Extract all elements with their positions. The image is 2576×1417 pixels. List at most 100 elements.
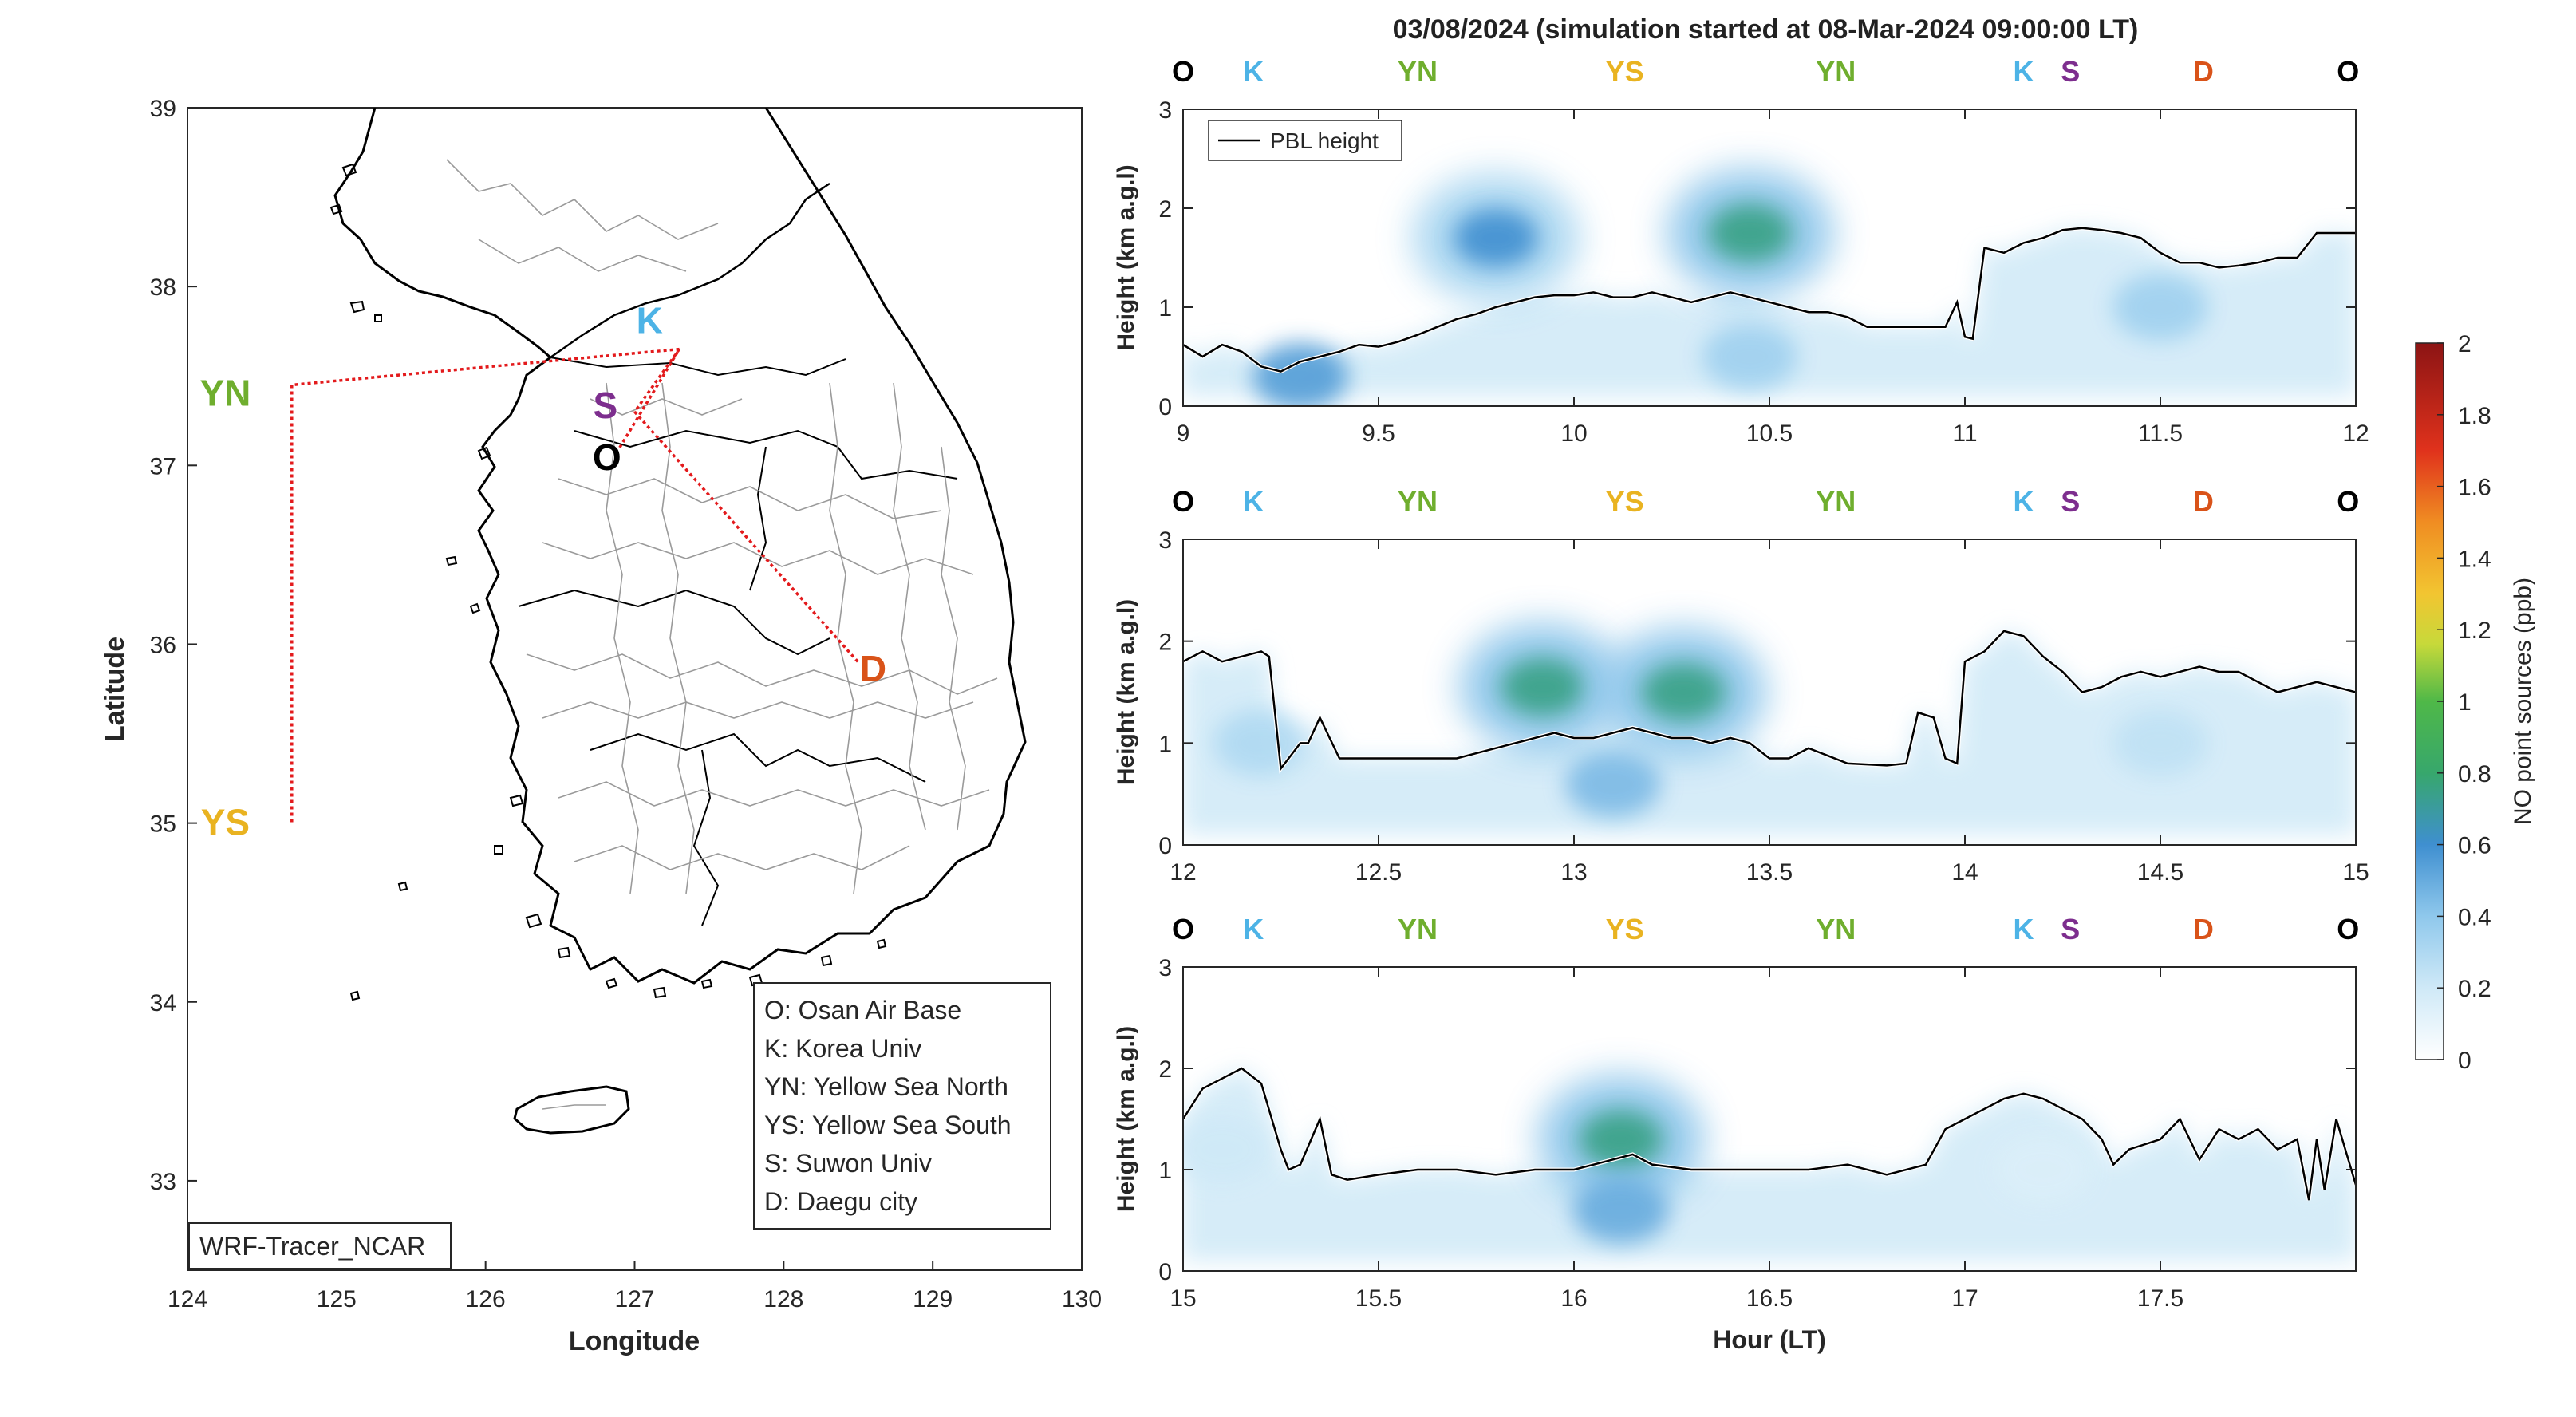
- concentration-plume: [1641, 663, 1726, 721]
- site-marker-ys: YS: [1606, 55, 1644, 88]
- panel-plot-area: [1183, 1066, 2356, 1261]
- peninsula-outline: [333, 108, 1027, 985]
- y-tick-label: 1: [1158, 731, 1172, 757]
- site-marker-k: K: [1243, 485, 1264, 518]
- y-tick-label: 1: [1158, 295, 1172, 322]
- pbl-legend: PBL height: [1208, 120, 1402, 161]
- site-marker-yn: YN: [1398, 913, 1438, 945]
- site-marker-o: O: [1172, 913, 1194, 945]
- map-xtick-label: 128: [763, 1286, 803, 1312]
- map-xtick-label: 129: [913, 1286, 953, 1312]
- boundary-layer-concentration: [1183, 630, 2356, 835]
- x-axis-label: Hour (LT): [1713, 1325, 1826, 1354]
- y-tick-label: 3: [1158, 955, 1172, 981]
- site-marker-k: K: [1243, 55, 1264, 88]
- y-tick-label: 0: [1158, 394, 1172, 420]
- map-ytick-label: 38: [150, 274, 176, 301]
- y-tick-label: 1: [1158, 1158, 1172, 1184]
- map-ticks: 124 125 126 127 128 129 130 33 34 35 36 37 38 39: [150, 96, 1102, 1312]
- site-marker-d: D: [2193, 913, 2214, 945]
- x-tick-label: 10.5: [1746, 420, 1793, 447]
- concentration-plume: [1213, 709, 1309, 777]
- site-marker-o: O: [2337, 55, 2359, 88]
- x-tick-label: 16.5: [1746, 1285, 1793, 1312]
- pbl-legend-label: PBL height: [1270, 128, 1379, 153]
- concentration-plume: [1565, 750, 1661, 818]
- site-marker-ys: YS: [1606, 485, 1644, 518]
- colorbar-tick-label: 1.2: [2458, 618, 2491, 644]
- panel-plot-area: [1183, 168, 2356, 406]
- panel-3: 15 15.5 16 16.5 17 17.5 0 1 2 3 Height (km a.g.l) O…: [1113, 913, 2359, 1312]
- legend-entry: K: Korea Univ: [764, 1034, 921, 1063]
- x-tick-label: 15.5: [1355, 1285, 1402, 1312]
- map-xtick-label: 125: [317, 1286, 357, 1312]
- x-tick-label: 13.5: [1746, 859, 1793, 886]
- map-xtick-label: 130: [1062, 1286, 1102, 1312]
- concentration-plume: [2112, 274, 2208, 341]
- site-marker-k: K: [2014, 913, 2034, 945]
- site-marker-s: S: [2061, 485, 2080, 518]
- route-segment: [633, 410, 860, 664]
- boundary-layer-concentration: [1183, 227, 2356, 397]
- site-marker-o: O: [1172, 485, 1194, 518]
- legend-entry: YN: Yellow Sea North: [764, 1072, 1008, 1101]
- legend-entry: D: Daegu city: [764, 1187, 917, 1216]
- site-marker-o: O: [1172, 55, 1194, 88]
- jeju-inner: [542, 1104, 606, 1110]
- y-axis-label: Height (km a.g.l): [1113, 599, 1139, 785]
- concentration-plume: [1454, 209, 1538, 267]
- y-tick-label: 3: [1158, 527, 1172, 554]
- site-label-o: O: [593, 436, 621, 478]
- site-label-k: K: [637, 300, 663, 341]
- x-tick-label: 10: [1560, 420, 1587, 447]
- x-tick-label: 16: [1560, 1285, 1587, 1312]
- y-tick-label: 0: [1158, 833, 1172, 859]
- colorbar-tick-label: 0.8: [2458, 761, 2491, 787]
- map-xtick-label: 124: [168, 1286, 207, 1312]
- map-ytick-label: 35: [150, 811, 176, 838]
- route-segment: [291, 347, 680, 387]
- y-tick-label: 2: [1158, 196, 1172, 223]
- boundary-layer-concentration: [1183, 1068, 2356, 1261]
- x-tick-label: 15: [1170, 1285, 1196, 1312]
- colorbar: 0 0.2 0.4 0.6 0.8 1 1.2 1.4 1.6 1.8 2 NO point sou…: [2415, 331, 2536, 1074]
- province-lines: [518, 357, 958, 926]
- pbl-height-line: [1183, 1067, 2356, 1201]
- colorbar-tick-label: 1.8: [2458, 403, 2491, 429]
- x-tick-label: 12: [2342, 420, 2369, 447]
- model-label: WRF-Tracer_NCAR: [199, 1232, 425, 1261]
- map-ytick-label: 36: [150, 632, 176, 658]
- concentration-plume: [2112, 709, 2208, 777]
- figure-title: 03/08/2024 (simulation started at 08-Mar…: [1393, 14, 2139, 45]
- map-panel: 124 125 126 127 128 129 130 33 34 35 36 37 38 39 Long…: [100, 96, 1102, 1356]
- colorbar-tick-label: 0.6: [2458, 833, 2491, 859]
- site-label-ys: YS: [201, 802, 250, 843]
- pbl-height-line: [1183, 630, 2356, 772]
- y-tick-label: 2: [1158, 630, 1172, 656]
- site-marker-d: D: [2193, 55, 2214, 88]
- map-geography: [329, 108, 1027, 1135]
- district-lines: [446, 159, 998, 894]
- colorbar-label: NO point sources (ppb): [2510, 578, 2536, 825]
- model-label-box: WRF-Tracer_NCAR: [188, 1222, 452, 1269]
- map-xtick-label: 127: [614, 1286, 654, 1312]
- legend-entry: O: Osan Air Base: [764, 996, 961, 1024]
- x-tick-label: 14: [1951, 859, 1978, 886]
- legend-entry: S: Suwon Univ: [764, 1149, 932, 1178]
- x-tick-label: 13: [1560, 859, 1587, 886]
- colorbar-tick-label: 1.6: [2458, 475, 2491, 501]
- map-ytick-label: 34: [150, 990, 176, 1016]
- concentration-plume: [1183, 1115, 1270, 1183]
- colorbar-ticks: 0 0.2 0.4 0.6 0.8 1 1.2 1.4 1.6 1.8 2: [2437, 331, 2491, 1074]
- site-marker-d: D: [2193, 485, 2214, 518]
- site-marker-yn: YN: [1816, 55, 1856, 88]
- site-marker-yn: YN: [1398, 485, 1438, 518]
- site-marker-o: O: [2337, 913, 2359, 945]
- panel-plot-area: [1183, 622, 2356, 835]
- map-site-labels: O K YN YS S D: [199, 300, 886, 843]
- map-ylabel: Latitude: [100, 637, 130, 742]
- flight-route: [290, 347, 860, 823]
